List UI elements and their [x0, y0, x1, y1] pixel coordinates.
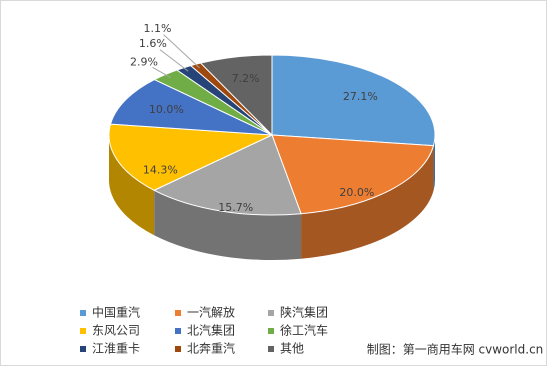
legend-label: 徐工汽车 — [280, 323, 328, 338]
slice — [108, 123, 274, 191]
slice — [153, 134, 302, 216]
slice-side — [109, 135, 155, 236]
slice — [199, 54, 273, 137]
legend-swatch — [175, 346, 181, 352]
data-label: 1.6% — [139, 37, 167, 50]
data-label: 7.2% — [232, 72, 260, 85]
legend-swatch — [80, 328, 86, 334]
legend-swatch — [80, 310, 86, 316]
legend-label: 一汽解放 — [187, 305, 235, 320]
legend-label: 北奔重汽 — [187, 341, 235, 356]
source-note: 制图：第一商用车网 cvworld.cn — [367, 342, 544, 357]
leader-line — [159, 49, 189, 72]
slice — [271, 54, 436, 147]
legend-swatch — [80, 346, 86, 352]
leader-line — [152, 66, 171, 78]
legend-label: 江淮重卡 — [92, 342, 140, 356]
slice-side — [154, 190, 302, 260]
legend-swatch — [175, 310, 181, 316]
data-label: 1.1% — [144, 22, 172, 35]
data-label: 14.3% — [143, 164, 178, 177]
legend-label: 其他 — [280, 342, 304, 356]
slice — [271, 134, 435, 215]
data-label: 10.0% — [149, 103, 184, 116]
legend-label: 东风公司 — [92, 324, 140, 338]
legend-swatch — [175, 328, 181, 334]
leader-line — [163, 34, 200, 69]
slice — [109, 78, 273, 136]
data-label: 15.7% — [218, 201, 253, 214]
slice-side — [433, 135, 436, 191]
data-label: 2.9% — [130, 55, 158, 68]
data-label: 20.0% — [339, 186, 374, 199]
legend-swatch — [268, 346, 274, 352]
slice-side — [301, 145, 434, 259]
data-label: 27.1% — [343, 90, 378, 103]
legend-label: 陕汽集团 — [280, 305, 328, 320]
legend-label: 北汽集团 — [187, 323, 235, 338]
legend-swatch — [268, 328, 274, 334]
legend-swatch — [268, 310, 274, 316]
legend-label: 中国重汽 — [92, 305, 140, 320]
